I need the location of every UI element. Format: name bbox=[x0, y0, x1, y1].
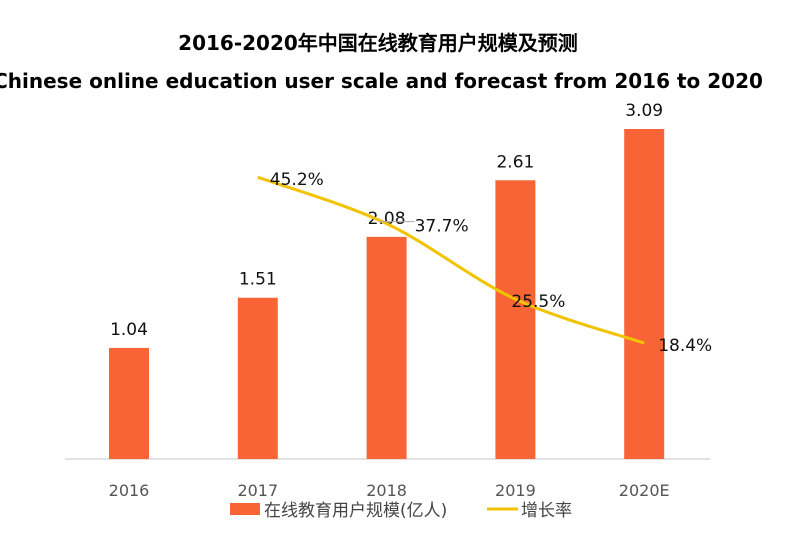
legend-label-line: 增长率 bbox=[521, 501, 572, 521]
bar-data-label: 2.61 bbox=[496, 152, 534, 172]
bar-data-label: 3.09 bbox=[625, 101, 663, 121]
bar-2020E bbox=[624, 129, 665, 459]
bar-data-label: 1.04 bbox=[110, 320, 148, 340]
bar-2018 bbox=[366, 236, 407, 459]
x-tick-label: 2016 bbox=[109, 481, 150, 500]
x-tick-label: 2019 bbox=[495, 481, 536, 500]
bar-data-label: 2.08 bbox=[368, 209, 406, 229]
legend-label-bar: 在线教育用户规模(亿人) bbox=[264, 501, 447, 521]
x-tick-label: 2018 bbox=[366, 481, 407, 500]
legend: 在线教育用户规模(亿人) 增长率 bbox=[230, 501, 572, 521]
line-data-label: 25.5% bbox=[511, 292, 565, 312]
bar-2017 bbox=[237, 297, 278, 459]
bar-2016 bbox=[109, 347, 149, 459]
x-tick-label: 2017 bbox=[237, 481, 278, 500]
bar-data-label: 1.51 bbox=[239, 270, 277, 290]
bar-2019 bbox=[495, 180, 536, 459]
legend-swatch-bar bbox=[230, 503, 260, 515]
growth-rate-line bbox=[257, 175, 645, 345]
chart-subtitle: Chinese online education user scale and … bbox=[0, 69, 763, 93]
line-data-label: 45.2% bbox=[270, 170, 324, 190]
line-data-label: 37.7% bbox=[415, 217, 469, 237]
line-data-label: 18.4% bbox=[658, 336, 712, 356]
x-tick-label: 2020E bbox=[619, 481, 670, 500]
chart-title: 2016-2020年中国在线教育用户规模及预测 bbox=[178, 31, 578, 55]
